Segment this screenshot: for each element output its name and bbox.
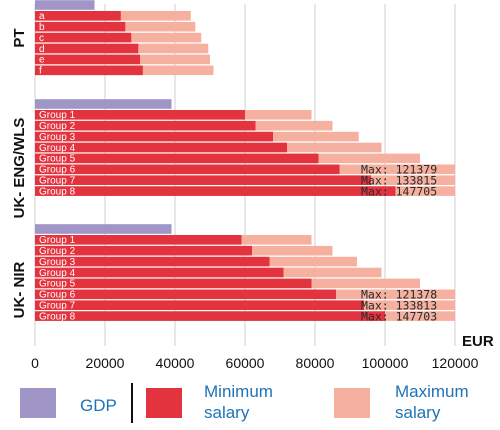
x-tick-label-0: 0: [31, 355, 39, 371]
legend-label-minimum: Minimum salary: [204, 382, 273, 422]
group-title-1: UK- ENG/WLS: [11, 118, 28, 219]
legend: GDP Minimum salary Maximum salary: [0, 375, 500, 430]
min-bar-1-1: [35, 120, 256, 131]
min-bar-0-1: [35, 21, 126, 32]
x-tick-label-4: 80000: [296, 355, 335, 371]
bar-label-0-3: d: [39, 44, 45, 55]
bar-label-2-6: Group 7: [39, 301, 76, 312]
min-bar-1-0: [35, 110, 245, 120]
max-value-label-1-6: Max: 133815: [361, 174, 437, 188]
legend-label-gdp: GDP: [80, 396, 117, 415]
legend-swatch-maximum: [334, 388, 370, 418]
min-bar-2-3: [35, 267, 284, 278]
max-value-label-1-7: Max: 147705: [361, 184, 437, 198]
gdp-bar-2: [35, 224, 172, 234]
min-bar-1-4: [35, 153, 319, 164]
legend-divider: [131, 383, 133, 423]
min-bar-2-1: [35, 245, 252, 256]
bar-label-2-7: Group 8: [39, 311, 76, 322]
bar-label-0-4: e: [39, 55, 45, 66]
bar-label-0-2: c: [39, 33, 44, 44]
min-bar-2-6: [35, 300, 364, 310]
bar-label-1-3: Group 4: [39, 143, 76, 154]
min-bar-0-0: [35, 11, 121, 21]
bar-label-1-4: Group 5: [39, 154, 76, 165]
min-bar-2-5: [35, 289, 336, 300]
bar-label-0-1: b: [39, 22, 45, 33]
min-bar-2-7: [35, 311, 385, 321]
min-bar-0-5: [35, 65, 143, 76]
bar-label-2-4: Group 5: [39, 279, 76, 290]
bar-label-2-3: Group 4: [39, 268, 76, 279]
min-bar-1-2: [35, 131, 273, 142]
bar-label-1-6: Group 7: [39, 176, 76, 187]
min-bar-0-2: [35, 32, 132, 43]
x-tick-label-6: 120000: [432, 355, 479, 371]
bar-label-2-2: Group 3: [39, 257, 76, 268]
min-bar-1-3: [35, 142, 287, 153]
bar-label-1-2: Group 3: [39, 132, 76, 143]
max-value-label-1-5: Max: 121379: [361, 163, 437, 177]
bar-label-2-1: Group 2: [39, 246, 76, 257]
group-title-0: PT: [11, 28, 28, 47]
gdp-bar-0: [35, 0, 95, 10]
max-value-label-2-5: Max: 121378: [361, 288, 437, 302]
min-bar-0-3: [35, 43, 139, 54]
gdp-bar-1: [35, 99, 172, 109]
min-bar-0-4: [35, 54, 140, 65]
bar-label-1-1: Group 2: [39, 121, 76, 132]
bar-label-1-5: Group 6: [39, 165, 76, 176]
min-bar-2-2: [35, 256, 270, 267]
max-value-label-2-6: Max: 133813: [361, 299, 437, 313]
x-unit-label: EUR: [462, 333, 494, 350]
bar-label-1-7: Group 8: [39, 186, 76, 197]
legend-swatch-minimum: [146, 388, 182, 418]
bar-label-0-0: a: [39, 11, 45, 22]
max-value-label-2-7: Max: 147703: [361, 309, 437, 323]
min-bar-2-4: [35, 278, 312, 289]
group-title-2: UK- NIR: [11, 262, 28, 319]
bar-label-2-0: Group 1: [39, 235, 76, 246]
legend-swatch-gdp: [20, 388, 56, 418]
x-axis: 0 20000 40000 60000 80000 100000 120000 EUR: [31, 333, 494, 371]
bar-label-1-0: Group 1: [39, 110, 76, 121]
min-bar-1-6: [35, 175, 371, 185]
bar-label-2-5: Group 6: [39, 290, 76, 301]
x-tick-label-1: 20000: [86, 355, 125, 371]
min-bar-2-0: [35, 235, 242, 245]
x-tick-label-5: 100000: [362, 355, 409, 371]
bar-label-0-5: f: [39, 66, 42, 77]
x-tick-label-2: 40000: [156, 355, 195, 371]
min-bar-1-5: [35, 164, 340, 175]
group-titles: PT UK- ENG/WLS UK- NIR: [11, 28, 28, 318]
x-tick-label-3: 60000: [226, 355, 265, 371]
min-bar-1-7: [35, 186, 396, 196]
legend-label-maximum: Maximum salary: [395, 382, 469, 422]
